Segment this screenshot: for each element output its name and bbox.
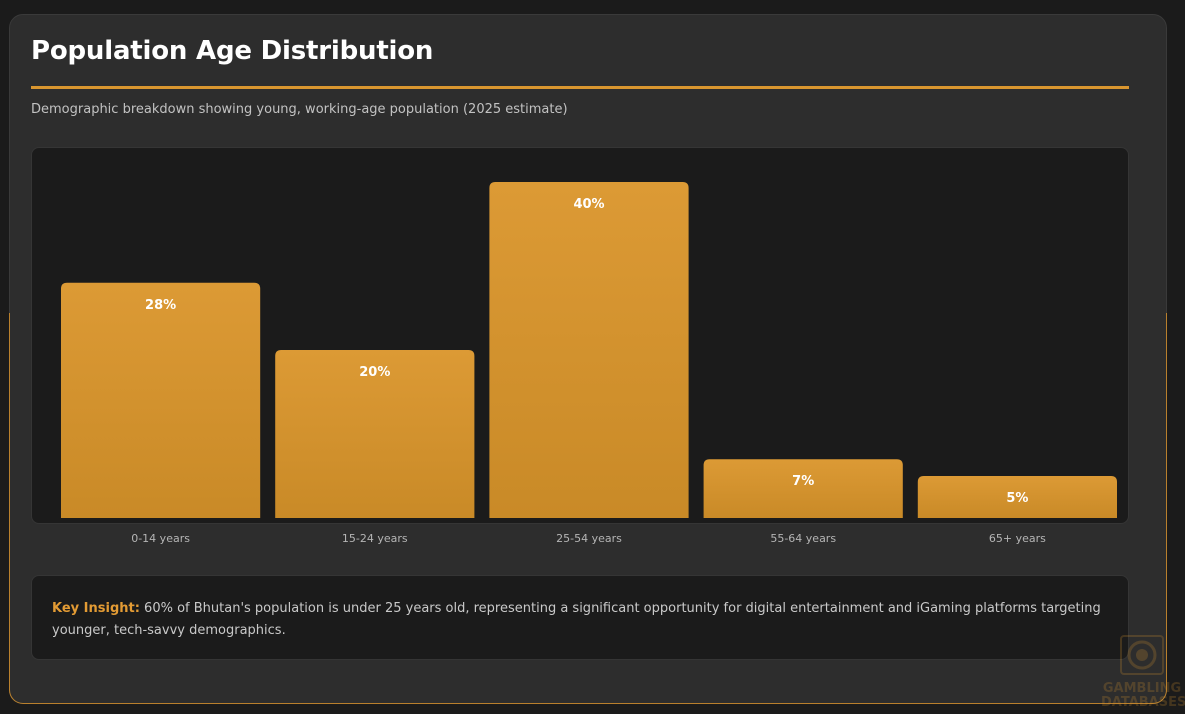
watermark-chip-icon (1120, 635, 1164, 675)
watermark-logo: GAMBLING DATABASES (1101, 632, 1185, 714)
bar-value-label: 40% (573, 197, 604, 212)
category-labels-layer: 0-14 years 15-24 years 25-54 years 55-64 ye… (131, 532, 1046, 545)
value-labels-layer: 28% 20% 40% 7% 5% (145, 197, 1028, 506)
key-insight-label: Key Insight: (52, 601, 140, 616)
bar-2 (489, 182, 689, 518)
category-label: 25-54 years (556, 532, 622, 545)
category-label: 0-14 years (131, 532, 190, 545)
watermark-line-2: DATABASES (1101, 695, 1185, 710)
title-divider (31, 86, 1129, 89)
bar-0 (61, 282, 261, 518)
bar-value-label: 7% (792, 474, 814, 489)
bar-4 (917, 476, 1117, 518)
bar-value-label: 28% (145, 298, 176, 313)
watermark-line-1: GAMBLING (1102, 681, 1182, 696)
category-label: 15-24 years (342, 532, 408, 545)
key-insight-box: Key Insight: 60% of Bhutan's population … (31, 575, 1129, 660)
key-insight-text: 60% of Bhutan's population is under 25 y… (52, 601, 1101, 638)
bar-value-label: 5% (1006, 491, 1028, 506)
category-label: 55-64 years (770, 532, 836, 545)
page-title: Population Age Distribution (31, 36, 434, 66)
bar-chart: 28% 20% 40% 7% 5% 0-14 years 15-24 years 25-54… (61, 182, 1117, 545)
bar-value-label: 20% (359, 365, 390, 380)
bars-layer (61, 182, 1117, 518)
bar-3 (703, 459, 903, 518)
page-subtitle: Demographic breakdown showing young, wor… (31, 102, 568, 117)
bar-1 (275, 350, 475, 518)
category-label: 65+ years (989, 532, 1046, 545)
